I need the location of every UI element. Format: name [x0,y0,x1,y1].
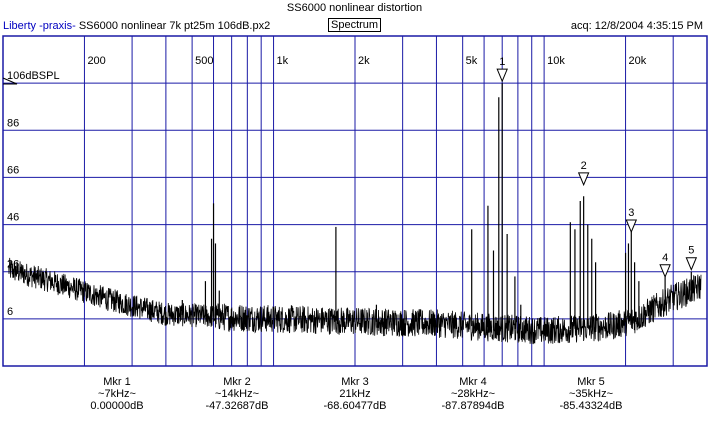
marker-name: Mkr 5 [577,376,605,388]
marker-freq: ~7kHz~ [98,388,136,400]
marker-name: Mkr 2 [223,376,251,388]
marker-freq: ~14kHz~ [214,388,260,400]
marker-3-label: 3 [628,207,634,219]
chart-title: SS6000 nonlinear distortion [286,2,423,14]
marker-5-triangle [685,257,698,272]
marker-freq: ~28kHz~ [450,388,496,400]
spectrum-trace [8,257,702,345]
marker-readout-2: Mkr 2 ~14kHz~ -47.32687dB [182,376,292,412]
x-tick-label: 2k [358,55,370,67]
plot-frame [2,35,708,367]
marker-readout-3: Mkr 3 21kHz -68.60477dB [300,376,410,412]
marker-readout-5: Mkr 5 ~35kHz~ -85.43324dB [536,376,646,412]
y-tick-label: 6 [7,306,13,318]
marker-2-label: 2 [581,160,587,172]
marker-1-triangle [496,68,508,83]
marker-4-triangle [659,264,671,279]
marker-value: 0.00000dB [90,400,144,412]
marker-freq: 21kHz [339,388,371,400]
acquisition-timestamp: acq: 12/8/2004 4:35:15 PM [570,20,703,32]
spectrum-mode-button[interactable]: Spectrum [328,18,382,32]
marker-value: -68.60477dB [323,400,387,412]
y-tick-label: 106dBSPL [7,70,60,82]
marker-1-label: 1 [499,56,505,68]
y-tick-label: 86 [7,117,19,129]
marker-name: Mkr 3 [341,376,369,388]
marker-freq: ~35kHz~ [568,388,614,400]
reference-level-pointer [2,77,18,85]
marker-readout-4: Mkr 4 ~28kHz~ -87.87894dB [418,376,528,412]
marker-value: -87.87894dB [441,400,505,412]
x-tick-label: 20k [629,55,647,67]
marker-value: -85.43324dB [559,400,623,412]
marker-5-label: 5 [688,245,694,257]
marker-4-label: 4 [662,252,668,264]
x-tick-label: 200 [87,55,105,67]
marker-2-triangle [577,172,590,187]
x-tick-label: 5k [466,55,478,67]
x-tick-label: 500 [195,55,213,67]
marker-readout-1: Mkr 1 ~7kHz~ 0.00000dB [62,376,172,412]
file-name: SS6000 nonlinear 7k pt25m 106dB.px2 [78,20,271,32]
x-tick-label: 10k [547,55,565,67]
marker-value: -47.32687dB [205,400,269,412]
marker-name: Mkr 1 [103,376,131,388]
x-tick-label: 1k [277,55,289,67]
marker-readouts: Mkr 1 ~7kHz~ 0.00000dB Mkr 2 ~14kHz~ -47… [0,376,709,424]
y-tick-label: 66 [7,164,19,176]
marker-name: Mkr 4 [459,376,487,388]
file-info: Liberty -praxis- SS6000 nonlinear 7k pt2… [3,20,270,32]
marker-3-triangle [625,219,638,234]
app-name: Liberty -praxis- [3,20,76,32]
y-tick-label: 46 [7,212,19,224]
